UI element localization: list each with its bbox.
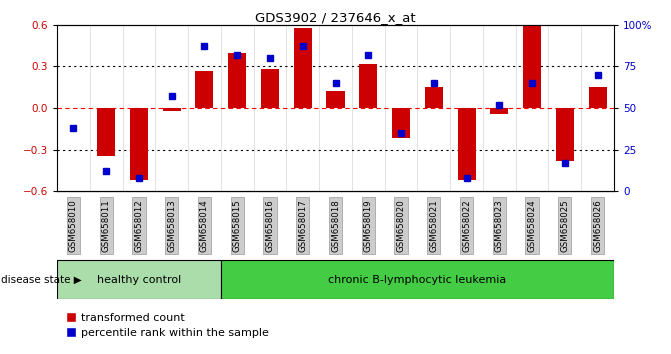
Text: GSM658011: GSM658011: [102, 199, 111, 252]
Text: GSM658023: GSM658023: [495, 199, 504, 252]
Text: GSM658014: GSM658014: [200, 199, 209, 252]
Text: GSM658015: GSM658015: [233, 199, 242, 252]
Text: healthy control: healthy control: [97, 275, 181, 285]
Bar: [523, 25, 541, 108]
Bar: [294, 28, 312, 108]
Bar: [392, 108, 410, 138]
Text: GSM658013: GSM658013: [167, 199, 176, 252]
Legend: transformed count, percentile rank within the sample: transformed count, percentile rank withi…: [62, 308, 274, 343]
Text: GSM658010: GSM658010: [69, 199, 78, 252]
Bar: [228, 52, 246, 108]
Text: GSM658017: GSM658017: [298, 199, 307, 252]
Bar: [458, 108, 476, 180]
Bar: [359, 64, 377, 108]
Text: GSM658018: GSM658018: [331, 199, 340, 252]
Bar: [130, 108, 148, 180]
Text: chronic B-lymphocytic leukemia: chronic B-lymphocytic leukemia: [328, 275, 507, 285]
Text: GSM658022: GSM658022: [462, 199, 471, 252]
Bar: [97, 108, 115, 156]
Text: GSM658026: GSM658026: [593, 199, 602, 252]
Text: disease state ▶: disease state ▶: [1, 275, 81, 285]
Text: GSM658016: GSM658016: [266, 199, 274, 252]
Bar: [588, 87, 607, 108]
Title: GDS3902 / 237646_x_at: GDS3902 / 237646_x_at: [255, 11, 416, 24]
Text: GSM658024: GSM658024: [527, 199, 537, 252]
Bar: [425, 87, 443, 108]
Bar: [327, 91, 344, 108]
Bar: [261, 69, 279, 108]
Bar: [195, 70, 213, 108]
Bar: [57, 260, 221, 299]
Text: GSM658019: GSM658019: [364, 199, 373, 252]
Bar: [556, 108, 574, 161]
Bar: [221, 260, 614, 299]
Text: GSM658020: GSM658020: [397, 199, 405, 252]
Text: GSM658021: GSM658021: [429, 199, 438, 252]
Bar: [162, 108, 180, 111]
Text: GSM658012: GSM658012: [134, 199, 144, 252]
Bar: [491, 108, 509, 114]
Text: GSM658025: GSM658025: [560, 199, 569, 252]
